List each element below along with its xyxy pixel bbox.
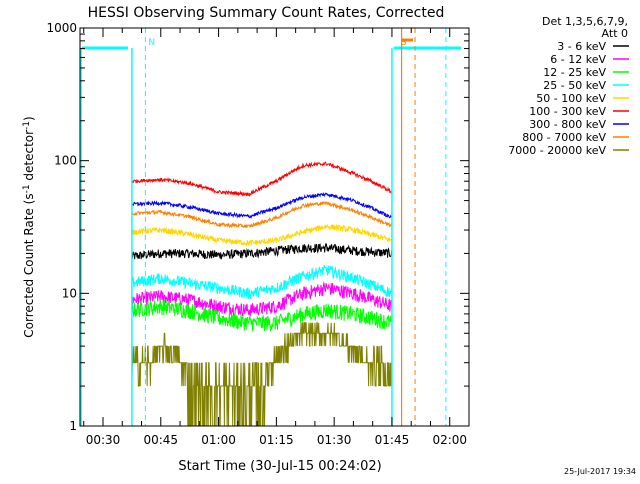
y-axis-label-mid: detector	[22, 130, 36, 185]
series-layer	[131, 161, 393, 427]
x-tick-label: 00:45	[143, 433, 178, 447]
chart-title: HESSI Observing Summary Count Rates, Cor…	[88, 5, 445, 21]
x-axis-label: Start Time (30-Jul-15 00:24:02)	[178, 459, 381, 474]
series-line	[131, 242, 393, 260]
legend-item-label: 100 - 300 keV	[529, 105, 606, 118]
footer-timestamp: 25-Jul-2017 19:34	[564, 467, 636, 476]
legend-item-label: 300 - 800 keV	[529, 118, 606, 131]
legend-item-label: 12 - 25 keV	[543, 66, 606, 79]
x-tick-label: 01:45	[375, 433, 410, 447]
y-axis-label-end: )	[22, 116, 36, 121]
x-tick-label: 01:15	[259, 433, 294, 447]
series-line	[131, 191, 393, 220]
series-line	[131, 161, 393, 197]
y-axis-label: Corrected Count Rate (s-1 detector-1)	[22, 116, 36, 337]
series-line	[131, 299, 393, 332]
series-7000-20000-kev	[131, 322, 393, 427]
legend-item-label: 50 - 100 keV	[536, 92, 606, 105]
series-line	[131, 223, 393, 247]
legend-item-label: 3 - 6 keV	[557, 40, 606, 53]
plot-frame	[79, 27, 470, 427]
legend-header-line-1: Det 1,3,5,6,7,9,	[542, 15, 628, 28]
x-tick-label: 00:30	[86, 433, 121, 447]
y-tick-label: 1	[69, 419, 77, 433]
legend-header-line-2: Att 0	[602, 27, 628, 40]
legend-item-label: 25 - 50 keV	[543, 79, 606, 92]
series-line	[131, 201, 393, 229]
series-300-800-kev	[131, 191, 393, 220]
x-axis: 00:30 00:45 01:00 01:15 01:30 01:45 02:00	[83, 28, 470, 447]
series-line	[131, 322, 393, 427]
series-25-50-kev	[131, 265, 393, 300]
series-line	[131, 265, 393, 300]
x-tick-label: 01:00	[201, 433, 236, 447]
y-tick-label: 100	[54, 154, 77, 168]
legend-item-label: 7000 - 20000 keV	[508, 144, 606, 157]
series-100-300-kev	[131, 161, 393, 197]
series-line	[131, 281, 393, 318]
y-axis: 1 10 100 1000	[46, 21, 469, 433]
legend-item-label: 800 - 7000 keV	[522, 131, 606, 144]
series-50-100-kev	[131, 223, 393, 247]
y-axis-label-sup1: -1	[22, 184, 32, 193]
y-axis-label-sup2: -1	[22, 121, 32, 130]
series-12-25-kev	[131, 299, 393, 332]
legend-item-label: 6 - 12 keV	[550, 53, 606, 66]
series-3-6-kev	[131, 242, 393, 260]
x-tick-label: 02:00	[432, 433, 467, 447]
flag-marker-label: N	[148, 38, 155, 48]
series-800-7000-kev	[131, 201, 393, 229]
series-6-12-kev	[131, 281, 393, 318]
flag-marker-label: S	[401, 38, 407, 48]
y-tick-label: 10	[62, 286, 77, 300]
y-tick-label: 1000	[46, 21, 77, 35]
y-axis-label-main: Corrected Count Rate (s	[22, 193, 36, 337]
x-tick-label: 01:30	[317, 433, 352, 447]
